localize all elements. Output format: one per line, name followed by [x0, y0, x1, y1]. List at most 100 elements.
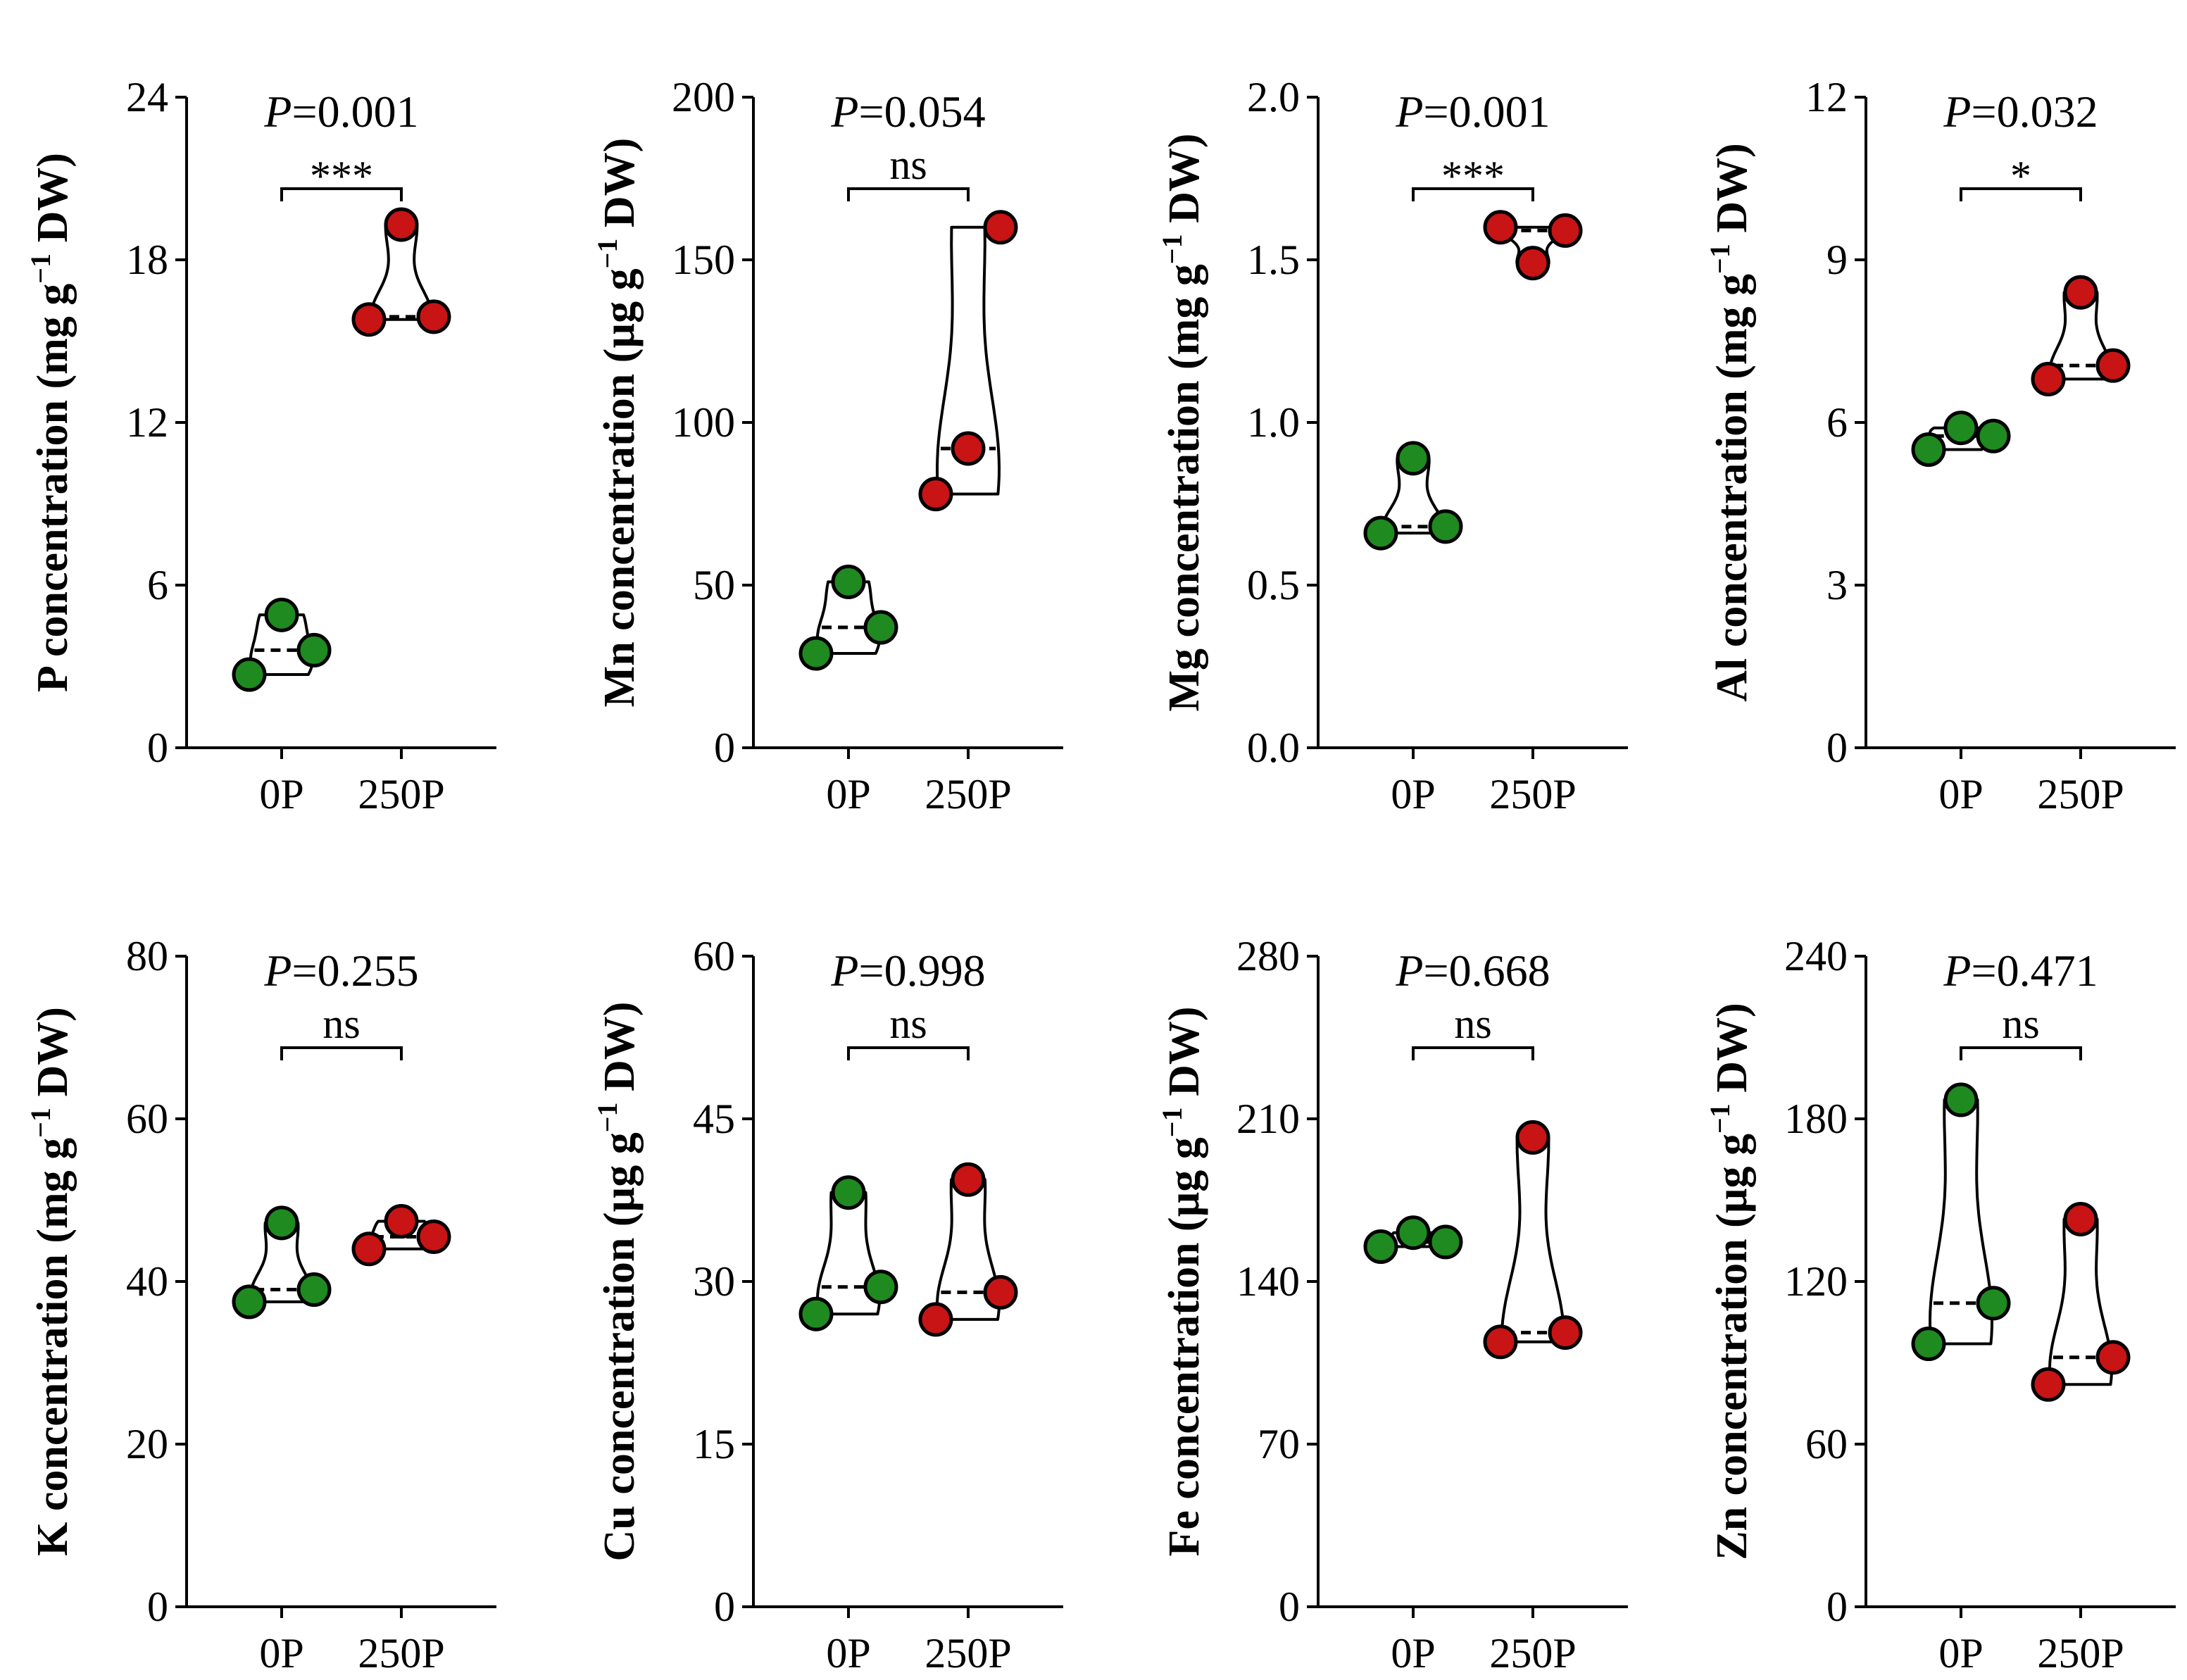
data-point-0p	[1428, 509, 1463, 544]
data-point-250p	[416, 299, 451, 334]
data-point-0p	[1976, 418, 2011, 453]
significance-label: ns	[889, 1001, 927, 1047]
data-point-0p	[1943, 410, 1979, 446]
significance-label: ns	[322, 1001, 360, 1047]
p-value-label: P=0.032	[1943, 87, 2098, 137]
y-tick-label: 0	[714, 725, 735, 771]
y-tick-label: 210	[1236, 1096, 1300, 1142]
y-axis-label: Al concentration (mg g−1 DW)	[1704, 143, 1756, 702]
data-point-0p	[863, 610, 898, 645]
x-tick-label: 250P	[2037, 771, 2124, 817]
data-point-250p	[1548, 1315, 1583, 1350]
significance-label: *	[2010, 153, 2031, 199]
significance-label: ***	[310, 153, 373, 199]
panel-fe: 0 70 140 210 280 0P 250P Fe concentration (µg g…	[1156, 933, 1628, 1676]
panel-zn: 0 60 120 180 240 0P 250P Zn concentration (µg g…	[1704, 933, 2176, 1676]
data-point-250p	[1548, 213, 1583, 248]
x-tick-label: 0P	[1391, 771, 1435, 817]
significance-label: ns	[889, 142, 927, 188]
data-point-250p	[384, 1204, 419, 1239]
data-point-250p	[351, 1231, 387, 1267]
significance-bracket	[847, 1046, 970, 1060]
y-tick-label: 280	[1236, 933, 1300, 979]
data-point-250p	[384, 207, 419, 242]
y-tick-label: 70	[1258, 1421, 1300, 1467]
y-tick-label: 0.0	[1247, 725, 1300, 771]
y-tick-label: 12	[126, 399, 168, 446]
y-tick-label: 0	[147, 1584, 168, 1630]
data-point-0p	[798, 1296, 834, 1331]
data-point-0p	[831, 564, 866, 599]
y-tick-label: 0.5	[1247, 562, 1300, 608]
data-point-0p	[1428, 1224, 1463, 1260]
y-axis-label: Mn concentration (µg g−1 DW)	[591, 138, 644, 708]
y-tick-label: 60	[126, 1096, 168, 1142]
data-point-0p	[863, 1270, 898, 1305]
x-tick-label: 0P	[259, 771, 303, 817]
data-point-250p	[1515, 1120, 1550, 1155]
x-tick-label: 0P	[826, 1630, 870, 1676]
p-value-label: P=0.001	[1395, 87, 1550, 137]
x-tick-label: 250P	[925, 771, 1011, 817]
data-point-0p	[232, 657, 267, 692]
y-tick-label: 12	[1805, 74, 1848, 120]
data-point-0p	[232, 1284, 267, 1319]
violin-250p	[936, 225, 1001, 496]
y-tick-label: 50	[693, 562, 735, 608]
y-tick-label: 0	[1279, 1584, 1300, 1630]
y-tick-label: 240	[1784, 933, 1848, 979]
significance-bracket	[280, 187, 403, 201]
data-point-250p	[918, 477, 953, 512]
data-point-250p	[2095, 348, 2131, 383]
significance-bracket	[1412, 187, 1534, 201]
y-tick-label: 3	[1826, 562, 1848, 608]
panel-al: 0 3 6 9 12 0P 250P Al concentration (mg g−1 DW)…	[1704, 74, 2176, 817]
y-tick-label: 30	[693, 1258, 735, 1305]
y-tick-label: 6	[147, 562, 168, 608]
y-axis-label: P concentration (mg g−1 DW)	[25, 153, 77, 692]
significance-bracket	[847, 187, 970, 201]
panel-k: 0 20 40 60 80 0P 250P K concentration (mg g−1 D…	[25, 933, 496, 1676]
data-point-250p	[983, 210, 1018, 245]
data-point-0p	[1976, 1286, 2011, 1321]
data-point-0p	[296, 1272, 332, 1308]
data-point-250p	[2031, 1367, 2066, 1402]
x-tick-label: 250P	[358, 1630, 444, 1676]
y-tick-label: 24	[126, 74, 168, 120]
panel-cu: 0 15 30 45 60 0P 250P Cu concentration (µg g−1 …	[591, 933, 1063, 1676]
y-tick-label: 200	[672, 74, 735, 120]
x-tick-label: 250P	[2037, 1630, 2124, 1676]
data-point-250p	[918, 1302, 953, 1337]
p-value-label: P=0.255	[263, 946, 418, 996]
x-tick-label: 250P	[1489, 1630, 1576, 1676]
significance-bracket	[1960, 187, 2082, 201]
data-point-250p	[983, 1274, 1018, 1310]
p-value-label: P=0.471	[1943, 946, 2098, 996]
data-point-0p	[1396, 441, 1431, 476]
y-tick-label: 45	[693, 1096, 735, 1142]
data-point-250p	[1483, 1324, 1518, 1360]
data-point-250p	[1515, 246, 1550, 281]
y-tick-label: 120	[1784, 1258, 1848, 1305]
data-point-0p	[296, 632, 332, 667]
data-point-250p	[951, 1162, 986, 1197]
data-point-250p	[2031, 361, 2066, 396]
y-tick-label: 0	[1826, 725, 1848, 771]
data-point-0p	[1911, 432, 1946, 467]
data-point-250p	[2063, 1201, 2098, 1236]
y-tick-label: 60	[693, 933, 735, 979]
y-tick-label: 18	[126, 237, 168, 283]
y-tick-label: 0	[147, 725, 168, 771]
p-value-label: P=0.001	[263, 87, 418, 137]
x-tick-label: 250P	[1489, 771, 1576, 817]
x-tick-label: 0P	[259, 1630, 303, 1676]
panel-p: 0 6 12 18 24 0P 250P P concentration (mg g−1 DW…	[25, 74, 496, 817]
data-point-250p	[2095, 1340, 2131, 1375]
y-tick-label: 1.0	[1247, 399, 1300, 446]
data-point-0p	[831, 1175, 866, 1210]
data-point-0p	[1396, 1215, 1431, 1250]
data-point-250p	[1483, 210, 1518, 245]
panel-mg: 0.0 0.5 1.0 1.5 2.0 0P 250P Mg concentration (m…	[1156, 74, 1628, 817]
y-tick-label: 0	[714, 1584, 735, 1630]
y-tick-label: 20	[126, 1421, 168, 1467]
